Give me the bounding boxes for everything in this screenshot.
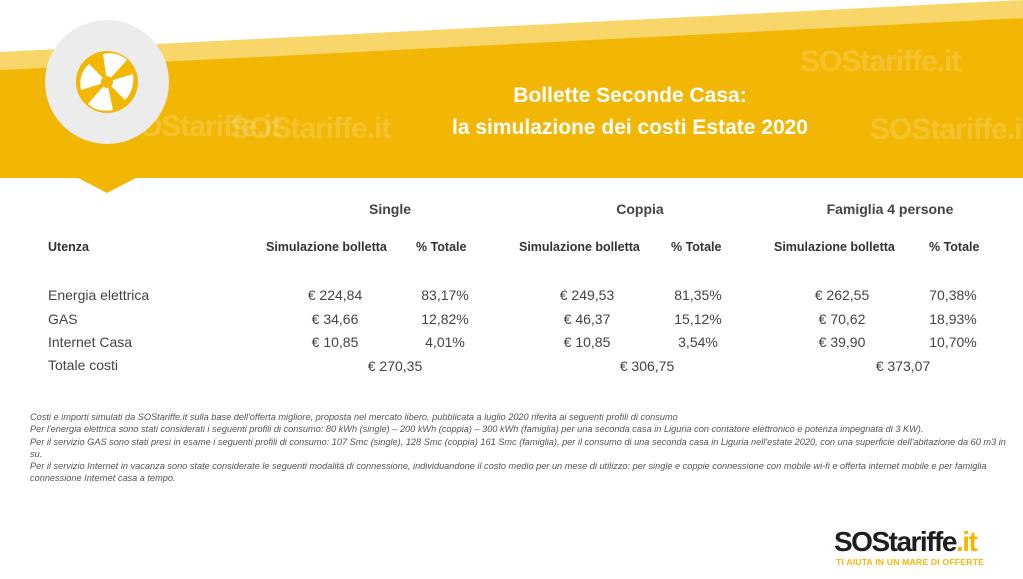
cell-internet-coppia-sim: € 10,85 <box>563 334 611 350</box>
header-banner <box>0 0 1023 193</box>
cell-gas-coppia-sim: € 46,37 <box>563 311 611 327</box>
famiglia-sim-header: Simulazione bolletta <box>774 240 895 254</box>
cell-internet-single-pct: 4,01% <box>425 334 465 350</box>
watermark-3: SOStariffe.it <box>800 45 961 78</box>
cell-energia-famiglia-pct: 70,38% <box>929 287 977 303</box>
watermark-4: SOStariffe.it <box>870 113 1023 146</box>
totale-single: € 270,35 <box>367 358 423 374</box>
cell-gas-famiglia-pct: 18,93% <box>929 311 977 327</box>
famiglia-pct-header: % Totale <box>929 240 980 254</box>
group-single: Single <box>368 201 411 217</box>
cell-internet-single-sim: € 10,85 <box>311 334 359 350</box>
cell-energia-single-pct: 83,17% <box>421 287 469 303</box>
footnotes: Costi e importi simulati da SOStariffe.i… <box>30 411 1015 485</box>
coppia-pct-header: % Totale <box>671 240 722 254</box>
cell-energia-coppia-sim: € 249,53 <box>559 287 615 303</box>
watermark-2: SOStariffe.it <box>230 112 391 145</box>
coppia-sim-header: Simulazione bolletta <box>519 240 640 254</box>
sostariffe-logo: SOStariffe.it TI AIUTA IN UN MARE DI OFF… <box>834 527 1004 575</box>
fan-blades-icon <box>45 20 169 144</box>
cell-gas-famiglia-sim: € 70,62 <box>818 311 866 327</box>
cell-energia-famiglia-sim: € 262,55 <box>814 287 870 303</box>
cell-energia-single-sim: € 224,84 <box>307 287 363 303</box>
cell-internet-coppia-pct: 3,54% <box>678 334 718 350</box>
logo-wordmark: SOStariffe.it <box>834 526 978 557</box>
totale-coppia: € 306,75 <box>619 358 675 374</box>
row-label-energia: Energia elettrica <box>48 287 150 303</box>
row-label-gas: GAS <box>48 311 78 327</box>
cell-internet-famiglia-pct: 10,70% <box>929 334 977 350</box>
title-line-1: Bollette Seconde Casa: <box>513 84 747 107</box>
group-famiglia: Famiglia 4 persone <box>826 201 954 217</box>
cell-internet-famiglia-sim: € 39,90 <box>818 334 866 350</box>
cell-gas-coppia-pct: 15,12% <box>674 311 722 327</box>
cell-energia-coppia-pct: 81,35% <box>674 287 722 303</box>
title-line-2: la simulazione dei costi Estate 2020 <box>452 116 808 139</box>
single-sim-header: Simulazione bolletta <box>266 240 387 254</box>
footnote-3: Per il servizio GAS sono stati presi in … <box>30 436 1006 459</box>
single-pct-header: % Totale <box>416 240 467 254</box>
footnote-1: Costi e importi simulati da SOStariffe.i… <box>30 412 678 422</box>
cell-gas-single-sim: € 34,66 <box>311 311 359 327</box>
page-title: Bollette Seconde Casa: la simulazione de… <box>395 80 865 144</box>
utenza-header: Utenza <box>48 240 89 254</box>
logo-suffix: .it <box>955 526 978 557</box>
row-label-totale: Totale costi <box>48 357 119 373</box>
group-coppia: Coppia <box>616 201 664 217</box>
logo-main: SOStariffe <box>834 526 957 557</box>
logo-tagline: TI AIUTA IN UN MARE DI OFFERTE <box>836 557 984 567</box>
row-label-internet: Internet Casa <box>48 334 133 350</box>
totale-famiglia: € 373,07 <box>875 358 931 374</box>
footnote-2: Per l'energia elettrica sono stati consi… <box>30 424 924 435</box>
cell-gas-single-pct: 12,82% <box>421 311 469 327</box>
footnote-4: Per il servizio Internet in vacanza sono… <box>30 461 987 484</box>
